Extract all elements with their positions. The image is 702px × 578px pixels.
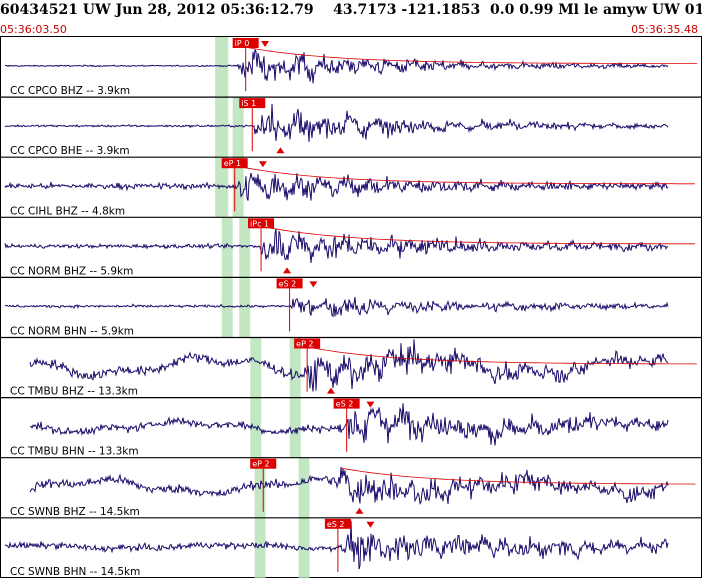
amplitude-marker <box>366 401 375 408</box>
pick-flag <box>250 458 277 469</box>
pick-window <box>289 397 301 458</box>
trace-label: CC CPCO BHE -- 3.9km <box>10 145 130 157</box>
trace-label: CC CPCO BHZ -- 3.9km <box>10 85 130 97</box>
pick-window <box>232 157 244 218</box>
trace-5: eS 2 CC NORM BHN -- 5.9km <box>0 276 702 338</box>
trace-6: eP 2 CC TMBU BHZ -- 13.3km <box>0 336 702 398</box>
waveform <box>4 49 669 84</box>
waveform <box>4 296 669 318</box>
amplitude-marker <box>276 147 285 154</box>
trace-2: iS 1 CC CPCO BHE -- 3.9km <box>0 96 702 158</box>
pick-window <box>254 517 266 578</box>
trace-label: CC SWNB BHN -- 14.5km <box>10 566 140 578</box>
trace-label: CC CIHL BHZ -- 4.8km <box>10 205 125 217</box>
trace-label: CC TMBU BHN -- 13.3km <box>10 446 139 458</box>
pick-window <box>215 157 229 218</box>
pick-label: eP 2 <box>296 340 313 349</box>
pick-flag <box>239 98 266 109</box>
coda-curve <box>341 467 696 485</box>
pick-window <box>215 37 229 98</box>
pick-flag <box>294 338 321 349</box>
pick-window <box>221 217 233 278</box>
pick-flag <box>221 158 248 169</box>
pick-label: iPc 1 <box>250 219 269 228</box>
pick-flag <box>276 278 303 289</box>
pick-window <box>298 457 310 518</box>
amplitude-marker <box>326 387 335 394</box>
pick-label: iS 1 <box>241 99 256 108</box>
trace-label: CC SWNB BHZ -- 14.5km <box>10 506 140 518</box>
trace-4: iPc 1 CC NORM BHZ -- 5.9km <box>0 216 702 278</box>
window-end-time: 05:36:35.48 <box>631 23 698 36</box>
coda-curve <box>244 167 695 185</box>
trace-label: CC TMBU BHZ -- 13.3km <box>10 386 138 398</box>
trace-8: eP 2 CC SWNB BHZ -- 14.5km <box>0 457 702 518</box>
amplitude-marker <box>366 521 375 528</box>
window-start-time: 05:36:03.50 <box>0 23 67 36</box>
amplitude-marker <box>258 161 267 168</box>
pick-label: eS 2 <box>336 400 354 409</box>
coda-curve <box>312 347 697 365</box>
amplitude-marker <box>261 41 270 47</box>
waveform <box>4 103 669 142</box>
pick-label: eS 2 <box>327 520 345 529</box>
pick-flag <box>324 518 351 529</box>
event-header: 60434521 UW Jun 28, 2012 05:36:12.79 43.… <box>0 0 702 36</box>
trace-1: iP 0 CC CPCO BHZ -- 3.9km <box>4 37 698 98</box>
pick-label: iP 0 <box>235 39 250 48</box>
waveform <box>4 520 669 570</box>
trace-label: CC NORM BHZ -- 5.9km <box>10 265 133 277</box>
pick-window <box>215 97 229 158</box>
pick-window <box>232 97 244 158</box>
pick-label: eP 2 <box>252 460 269 469</box>
amplitude-marker <box>309 281 318 288</box>
amplitude-marker <box>355 507 364 514</box>
pick-window <box>221 277 233 338</box>
trace-7: eS 2 CC TMBU BHN -- 13.3km <box>0 397 702 458</box>
pick-flag <box>333 398 360 409</box>
waveform <box>4 228 669 264</box>
pick-label: eP 1 <box>224 159 241 168</box>
waveform <box>29 339 669 392</box>
waveform <box>29 467 669 505</box>
pick-window <box>239 277 251 338</box>
pick-window <box>239 217 251 278</box>
amplitude-marker <box>283 267 292 274</box>
pick-label: eS 2 <box>279 279 297 288</box>
pick-flag <box>232 38 259 48</box>
coda-curve <box>247 47 698 64</box>
waveform <box>4 172 669 201</box>
event-title: 60434521 UW Jun 28, 2012 05:36:12.79 43.… <box>0 2 702 18</box>
trace-label: CC NORM BHN -- 5.9km <box>10 326 134 338</box>
coda-curve <box>268 227 695 245</box>
pick-flag <box>248 218 275 229</box>
pick-window <box>289 337 301 398</box>
trace-3: eP 1 CC CIHL BHZ -- 4.8km <box>0 156 702 218</box>
waveform <box>29 403 669 446</box>
trace-9: eS 2 CC SWNB BHN -- 14.5km <box>0 517 702 578</box>
pick-window <box>250 337 262 398</box>
